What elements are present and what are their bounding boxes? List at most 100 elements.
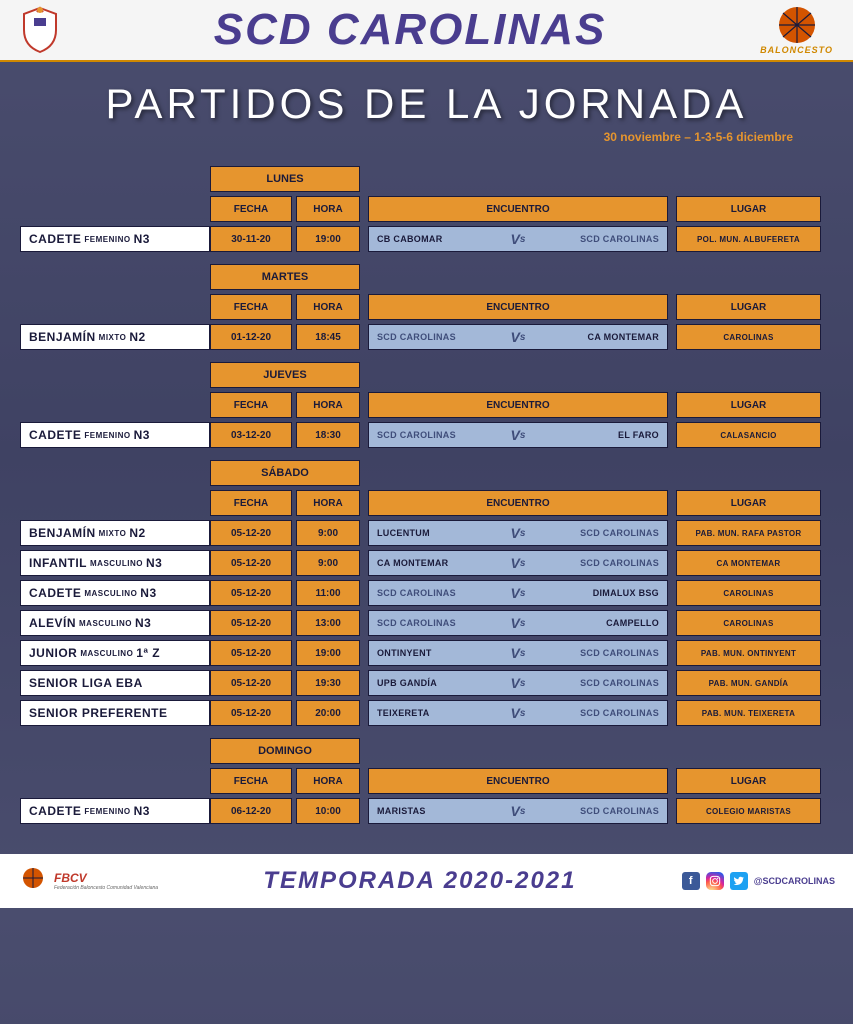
match-row: CADETE MASCULINO N305-12-2011:00SCD CARO… [20,580,833,606]
team-home: LUCENTUM [369,521,500,545]
team-away: CAMPELLO [536,611,667,635]
hora-cell: 10:00 [296,798,360,824]
team-home: ONTINYENT [369,641,500,665]
hora-cell: 19:00 [296,226,360,252]
fecha-cell: 05-12-20 [210,700,292,726]
team-away: SCD CAROLINAS [536,701,667,725]
encuentro-cell: LUCENTUMVsSCD CAROLINAS [368,520,668,546]
encuentro-cell: UPB GANDÍAVsSCD CAROLINAS [368,670,668,696]
hora-cell: 18:30 [296,422,360,448]
vs-label: Vs [500,521,536,545]
match-row: BENJAMÍN MIXTO N201-12-2018:45 SCD CAROLI… [20,324,833,350]
hora-cell: 19:30 [296,670,360,696]
category-cell: BENJAMÍN MIXTO N2 [20,324,210,350]
footer-bar: FBCV Federación Baloncesto Comunidad Val… [0,854,853,908]
match-row: INFANTIL MASCULINO N305-12-209:00CA MONT… [20,550,833,576]
hora-cell: 18:45 [296,324,360,350]
day-block: MARTESFECHAHORAENCUENTROLUGARBENJAMÍN MI… [20,264,833,350]
instagram-icon[interactable] [706,872,724,890]
col-fecha: FECHA [210,768,292,794]
col-hora: HORA [296,490,360,516]
team-home: SCD CAROLINAS [369,611,500,635]
team-home: UPB GANDÍA [369,671,500,695]
encuentro-cell: SCD CAROLINASVsCAMPELLO [368,610,668,636]
vs-label: Vs [500,799,536,823]
hora-cell: 11:00 [296,580,360,606]
day-label: JUEVES [210,362,360,388]
day-block: JUEVESFECHAHORAENCUENTROLUGARCADETE FEME… [20,362,833,448]
facebook-icon[interactable]: f [682,872,700,890]
category-cell: CADETE FEMENINO N3 [20,798,210,824]
col-hora: HORA [296,392,360,418]
schedule-content: LUNESFECHAHORAENCUENTROLUGARCADETE FEMEN… [0,144,853,844]
team-home: SCD CAROLINAS [369,423,500,447]
fecha-cell: 06-12-20 [210,798,292,824]
team-away: SCD CAROLINAS [536,521,667,545]
day-label: MARTES [210,264,360,290]
category-cell: SENIOR LIGA EBA [20,670,210,696]
fecha-cell: 05-12-20 [210,640,292,666]
fecha-cell: 01-12-20 [210,324,292,350]
lugar-cell: CAROLINAS [676,610,821,636]
hora-cell: 13:00 [296,610,360,636]
vs-label: Vs [500,325,536,349]
baloncesto-label: BALONCESTO [760,45,833,55]
vs-label: Vs [500,227,536,251]
hora-cell: 19:00 [296,640,360,666]
fecha-cell: 30-11-20 [210,226,292,252]
col-lugar: LUGAR [676,392,821,418]
lugar-cell: CAROLINAS [676,324,821,350]
basketball-icon [777,5,817,45]
team-away: SCD CAROLINAS [536,671,667,695]
fbcv-icon [18,866,48,896]
match-row: CADETE FEMENINO N306-12-2010:00MARISTASV… [20,798,833,824]
federation-name: FBCV [54,871,158,885]
team-away: SCD CAROLINAS [536,799,667,823]
fecha-cell: 05-12-20 [210,550,292,576]
encuentro-cell: SCD CAROLINASVsDIMALUX BSG [368,580,668,606]
fecha-cell: 05-12-20 [210,670,292,696]
federation-subtitle: Federación Baloncesto Comunidad Valencia… [54,885,158,891]
col-encuentro: ENCUENTRO [368,490,668,516]
category-cell: CADETE MASCULINO N3 [20,580,210,606]
match-row: CADETE FEMENINO N330-11-2019:00CB CABOMA… [20,226,833,252]
category-cell: CADETE FEMENINO N3 [20,422,210,448]
vs-label: Vs [500,671,536,695]
lugar-cell: PAB. MUN. RAFA PASTOR [676,520,821,546]
hora-cell: 9:00 [296,550,360,576]
match-row: ALEVÍN MASCULINO N305-12-2013:00SCD CARO… [20,610,833,636]
encuentro-cell: CB CABOMARVsSCD CAROLINAS [368,226,668,252]
col-fecha: FECHA [210,490,292,516]
match-row: BENJAMÍN MIXTO N205-12-209:00LUCENTUMVsS… [20,520,833,546]
social-handle: @SCDCAROLINAS [754,876,835,886]
team-home: SCD CAROLINAS [369,325,500,349]
page-title: PARTIDOS DE LA JORNADA [0,80,853,128]
team-away: SCD CAROLINAS [536,641,667,665]
col-hora: HORA [296,294,360,320]
match-row: SENIOR PREFERENTE05-12-2020:00TEIXERETAV… [20,700,833,726]
date-range: 30 noviembre – 1-3-5-6 diciembre [0,130,853,144]
hora-cell: 20:00 [296,700,360,726]
twitter-icon[interactable] [730,872,748,890]
lugar-cell: CALASANCIO [676,422,821,448]
encuentro-cell: ONTINYENTVsSCD CAROLINAS [368,640,668,666]
vs-label: Vs [500,551,536,575]
col-lugar: LUGAR [676,196,821,222]
match-row: CADETE FEMENINO N303-12-2018:30SCD CAROL… [20,422,833,448]
team-home: SCD CAROLINAS [369,581,500,605]
vs-label: Vs [500,611,536,635]
day-block: SÁBADOFECHAHORAENCUENTROLUGARBENJAMÍN MI… [20,460,833,726]
vs-label: Vs [500,423,536,447]
basketball-logo: BALONCESTO [760,5,833,55]
team-away: EL FARO [536,423,667,447]
category-cell: SENIOR PREFERENTE [20,700,210,726]
page-root: SCD CAROLINAS BALONCESTO PARTIDOS DE LA … [0,0,853,908]
shield-icon [20,6,60,54]
team-away: CA MONTEMAR [536,325,667,349]
col-fecha: FECHA [210,196,292,222]
col-encuentro: ENCUENTRO [368,294,668,320]
lugar-cell: POL. MUN. ALBUFERETA [676,226,821,252]
col-encuentro: ENCUENTRO [368,392,668,418]
encuentro-cell: SCD CAROLINASVsEL FARO [368,422,668,448]
federation-logo: FBCV Federación Baloncesto Comunidad Val… [18,866,158,896]
